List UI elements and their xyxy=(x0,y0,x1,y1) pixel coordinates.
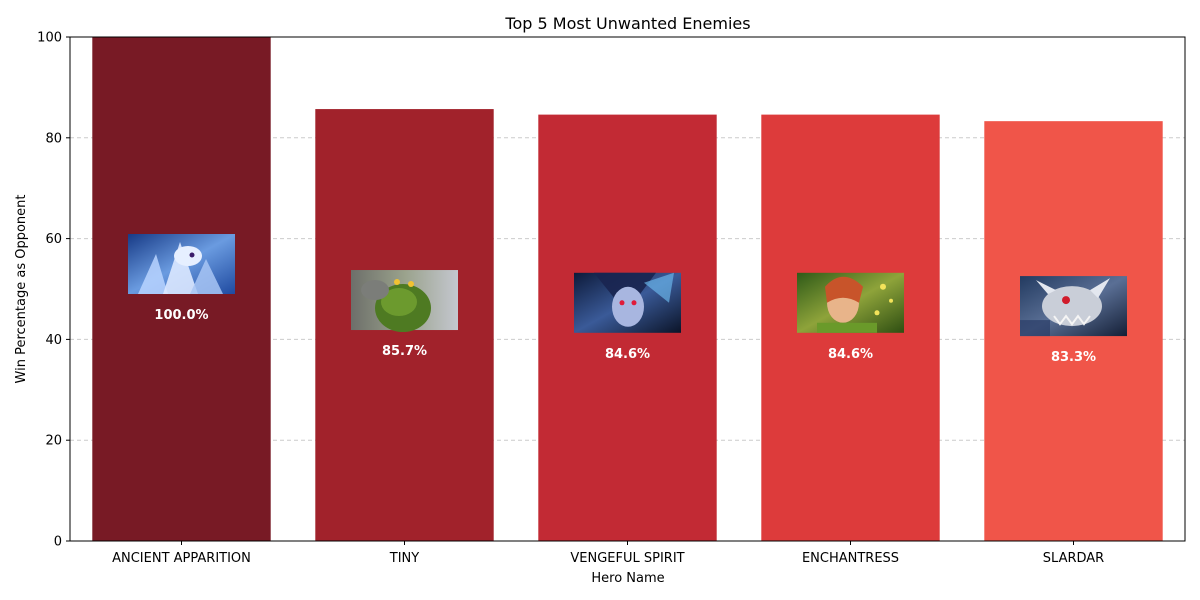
bars: 100.0% 85.7% 84.6% 84.6% xyxy=(92,37,1163,542)
x-tick-label: VENGEFUL SPIRIT xyxy=(570,551,684,566)
x-axis-ticks: ANCIENT APPARITION TINY VENGEFUL SPIRIT ENC… xyxy=(112,541,1104,566)
tiny-portrait-image xyxy=(351,270,458,333)
x-axis-label: Hero Name xyxy=(591,571,664,586)
bar-value-label: 100.0% xyxy=(154,308,208,323)
y-tick-label: 0 xyxy=(54,535,62,550)
y-tick-label: 60 xyxy=(45,232,62,247)
chart-title: Top 5 Most Unwanted Enemies xyxy=(504,14,750,33)
slardar-portrait-image xyxy=(1020,276,1127,337)
enchantress-portrait-image xyxy=(797,272,904,333)
x-tick-label: ENCHANTRESS xyxy=(802,551,899,566)
ancient-apparition-portrait-image xyxy=(128,234,235,294)
y-tick-label: 80 xyxy=(45,131,62,146)
x-tick-label: SLARDAR xyxy=(1043,551,1104,566)
x-tick-label: ANCIENT APPARITION xyxy=(112,551,251,566)
y-tick-label: 100 xyxy=(37,31,62,46)
y-tick-label: 20 xyxy=(45,434,62,449)
bar-value-label: 83.3% xyxy=(1051,350,1096,365)
bar-value-label: 84.6% xyxy=(605,347,650,362)
x-tick-label: TINY xyxy=(389,551,419,566)
bar-value-label: 85.7% xyxy=(382,344,427,359)
vengeful-spirit-portrait-image xyxy=(574,272,681,333)
bar-value-label: 84.6% xyxy=(828,347,873,362)
y-axis-label: Win Percentage as Opponent xyxy=(14,195,29,384)
y-tick-label: 40 xyxy=(45,333,62,348)
y-axis-ticks: 0 20 40 60 80 100 xyxy=(37,31,70,550)
